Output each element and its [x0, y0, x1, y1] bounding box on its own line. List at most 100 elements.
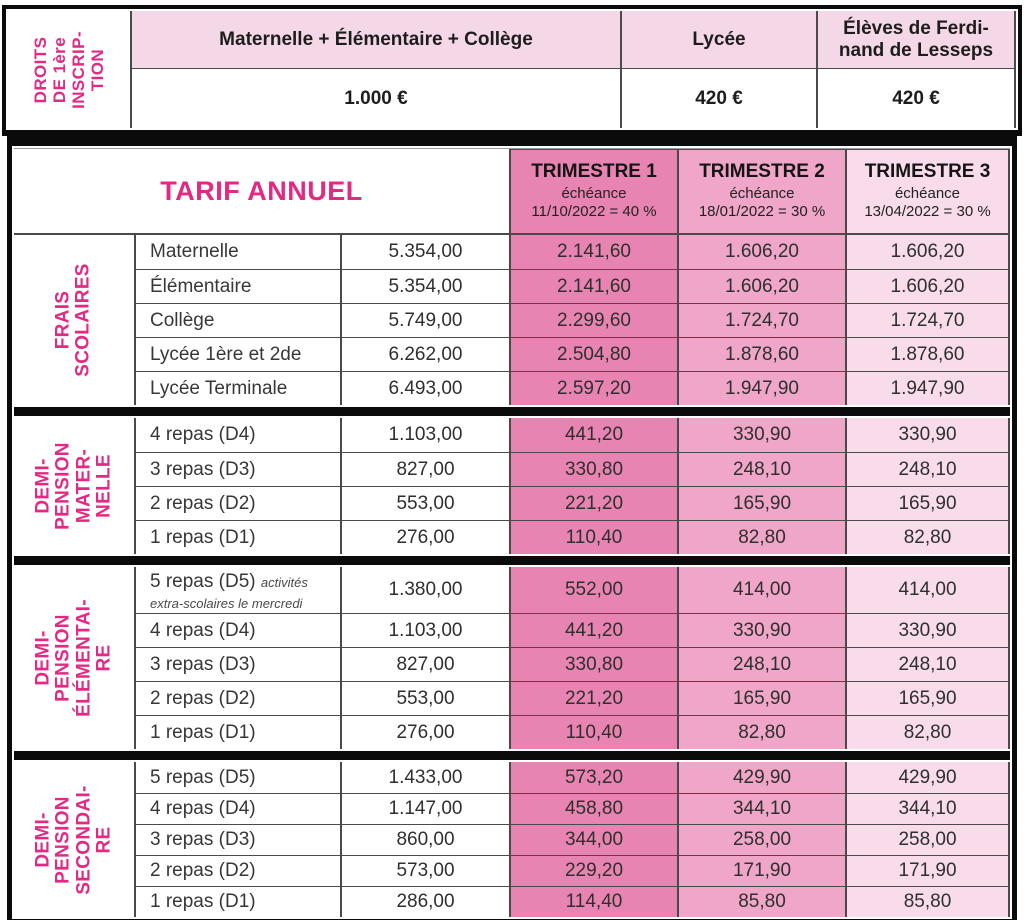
cell-t2: 165,90 [677, 486, 845, 520]
cell-annual: 1.380,00 [340, 567, 509, 613]
cell-t3: 82,80 [845, 715, 1010, 749]
row-item-label: 1 repas (D1) [134, 715, 340, 749]
cell-t2: 82,80 [677, 715, 845, 749]
registration-side-label-cell: DROITS DE 1ère INSCRIP- TION [8, 11, 130, 128]
row-item-label: 5 repas (D5) [134, 762, 340, 793]
cell-t3: 330,90 [845, 613, 1010, 647]
cell-t3: 344,10 [845, 793, 1010, 824]
cell-t3: 248,10 [845, 452, 1010, 486]
cell-t3: 1.606,20 [845, 269, 1010, 303]
cell-annual: 6.493,00 [340, 371, 509, 405]
section-label: DEMI- PENSION ÉLÉMENTAI- RE [32, 599, 115, 717]
row-item-note: activités extra-scolaires le mercredi [150, 575, 308, 612]
section-label: FRAIS SCOLAIRES [52, 263, 94, 377]
cell-t3: 1.606,20 [845, 235, 1010, 269]
cell-t2: 344,10 [677, 793, 845, 824]
cell-t2: 171,90 [677, 855, 845, 886]
row-item-label: Collège [134, 303, 340, 337]
row-item-label: 4 repas (D4) [134, 613, 340, 647]
cell-t3: 258,00 [845, 824, 1010, 855]
cell-t3: 171,90 [845, 855, 1010, 886]
tariff-section: DEMI- PENSION ÉLÉMENTAI- RE 5 repas (D5) … [14, 567, 1010, 749]
cell-t1: 229,20 [509, 855, 677, 886]
row-item-label: 3 repas (D3) [134, 824, 340, 855]
registration-side-label: DROITS DE 1ère INSCRIP- TION [30, 30, 108, 109]
cell-t1: 110,40 [509, 715, 677, 749]
cell-t1: 221,20 [509, 486, 677, 520]
cell-annual: 827,00 [340, 452, 509, 486]
cell-t2: 330,90 [677, 613, 845, 647]
cell-annual: 276,00 [340, 520, 509, 554]
tariff-title: TARIF ANNUEL [160, 175, 363, 206]
section-separator [14, 554, 1010, 567]
trimester-2-header: TRIMESTRE 2 échéance 18/01/2022 = 30 % [677, 149, 845, 233]
cell-t1: 2.597,20 [509, 371, 677, 405]
cell-t1: 110,40 [509, 520, 677, 554]
registration-header-lesseps: Élèves de Ferdi- nand de Lesseps [816, 11, 1016, 68]
section-label-cell: DEMI- PENSION ÉLÉMENTAI- RE [14, 567, 134, 749]
cell-t3: 330,90 [845, 418, 1010, 452]
cell-t2: 85,80 [677, 886, 845, 917]
tariff-sections: FRAIS SCOLAIRES Maternelle 5.354,00 2.141,6… [14, 235, 1010, 917]
section-label-cell: DEMI- PENSION SECONDAI- RE [14, 762, 134, 917]
cell-t3: 165,90 [845, 681, 1010, 715]
row-item-label: 4 repas (D4) [134, 793, 340, 824]
cell-annual: 5.354,00 [340, 235, 509, 269]
cell-annual: 1.433,00 [340, 762, 509, 793]
tariff-section: DEMI- PENSION SECONDAI- RE 5 repas (D5) 1.… [14, 762, 1010, 917]
section-label-cell: FRAIS SCOLAIRES [14, 235, 134, 405]
cell-t3: 82,80 [845, 520, 1010, 554]
section-separator [14, 405, 1010, 418]
registration-table: DROITS DE 1ère INSCRIP- TION Maternelle … [2, 5, 1022, 136]
cell-t2: 82,80 [677, 520, 845, 554]
tariff-section: DEMI- PENSION MATER- NELLE 4 repas (D4) 1.… [14, 418, 1010, 554]
cell-t2: 165,90 [677, 681, 845, 715]
cell-annual: 1.103,00 [340, 418, 509, 452]
row-item-label: 1 repas (D1) [134, 520, 340, 554]
tariff-section: FRAIS SCOLAIRES Maternelle 5.354,00 2.141,6… [14, 235, 1010, 405]
row-item-label: Maternelle [134, 235, 340, 269]
cell-annual: 5.749,00 [340, 303, 509, 337]
cell-t2: 429,90 [677, 762, 845, 793]
section-separator [14, 749, 1010, 762]
cell-t3: 414,00 [845, 567, 1010, 613]
trimester-3-header: TRIMESTRE 3 échéance 13/04/2022 = 30 % [845, 149, 1010, 233]
row-item-label: 4 repas (D4) [134, 418, 340, 452]
registration-header-maternelle-elementaire-college: Maternelle + Élémentaire + Collège [130, 11, 620, 68]
section-label-cell: DEMI- PENSION MATER- NELLE [14, 418, 134, 554]
section-label: DEMI- PENSION SECONDAI- RE [32, 784, 115, 895]
cell-t3: 85,80 [845, 886, 1010, 917]
cell-t1: 330,80 [509, 452, 677, 486]
cell-annual: 573,00 [340, 855, 509, 886]
cell-annual: 827,00 [340, 647, 509, 681]
cell-t3: 1.878,60 [845, 337, 1010, 371]
cell-t1: 441,20 [509, 613, 677, 647]
cell-t3: 429,90 [845, 762, 1010, 793]
cell-t2: 1.947,90 [677, 371, 845, 405]
registration-value-lycee: 420 € [620, 68, 816, 128]
cell-annual: 1.147,00 [340, 793, 509, 824]
cell-annual: 276,00 [340, 715, 509, 749]
cell-t1: 2.504,80 [509, 337, 677, 371]
cell-t1: 552,00 [509, 567, 677, 613]
section-label: DEMI- PENSION MATER- NELLE [32, 442, 115, 530]
cell-t1: 573,20 [509, 762, 677, 793]
cell-annual: 6.262,00 [340, 337, 509, 371]
cell-t2: 1.606,20 [677, 235, 845, 269]
row-item-label: 2 repas (D2) [134, 855, 340, 886]
cell-t1: 458,80 [509, 793, 677, 824]
row-item-label: 3 repas (D3) [134, 647, 340, 681]
cell-annual: 553,00 [340, 681, 509, 715]
cell-t3: 1.947,90 [845, 371, 1010, 405]
cell-t2: 330,90 [677, 418, 845, 452]
cell-annual: 5.354,00 [340, 269, 509, 303]
cell-t1: 221,20 [509, 681, 677, 715]
cell-t2: 1.724,70 [677, 303, 845, 337]
cell-t1: 344,00 [509, 824, 677, 855]
trimester-1-header: TRIMESTRE 1 échéance 11/10/2022 = 40 % [509, 149, 677, 233]
cell-annual: 1.103,00 [340, 613, 509, 647]
cell-annual: 860,00 [340, 824, 509, 855]
annual-tariff-table: TARIF ANNUEL TRIMESTRE 1 échéance 11/10/… [7, 136, 1017, 920]
cell-t3: 165,90 [845, 486, 1010, 520]
cell-t1: 114,40 [509, 886, 677, 917]
